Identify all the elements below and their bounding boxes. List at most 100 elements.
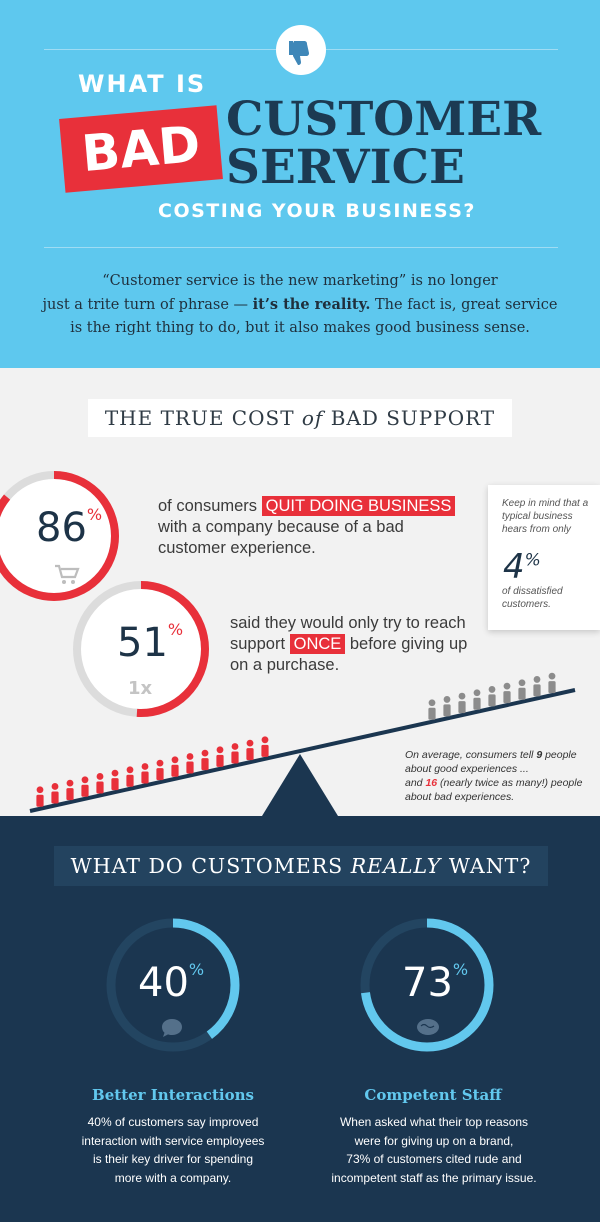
ring-progress xyxy=(106,918,240,1052)
person-head xyxy=(51,783,59,790)
ring-fill xyxy=(77,585,205,713)
person-body xyxy=(36,794,44,807)
title-part: WANT? xyxy=(441,854,532,878)
title-part: THE TRUE COST xyxy=(104,406,302,430)
person-head xyxy=(428,699,436,707)
headline-bad: BAD xyxy=(79,114,203,184)
gray-person-figure xyxy=(473,689,481,710)
stat-73-value: 73% xyxy=(402,960,468,1006)
note-unit: % xyxy=(524,550,541,571)
body-line: incompetent staff as the primary issue. xyxy=(331,1170,537,1185)
person-head xyxy=(443,696,451,703)
red-person-figure xyxy=(231,743,239,764)
header-divider-bottom xyxy=(44,247,558,248)
gray-person-figure xyxy=(443,696,451,717)
intro-paragraph: “Customer service is the new marketing” … xyxy=(30,270,570,340)
person-head xyxy=(36,786,44,794)
card-body-better-interactions: 40% of customers say improved interactio… xyxy=(40,1113,306,1187)
person-body xyxy=(533,684,541,697)
intro-line-2: just a trite turn of phrase — it’s the r… xyxy=(30,293,570,317)
title-part: WHAT DO CUSTOMERS xyxy=(70,854,351,878)
person-head xyxy=(216,746,224,754)
card-heading-better-interactions: Better Interactions xyxy=(92,1086,254,1104)
stat-51-description: said they would only try to reach suppor… xyxy=(230,613,490,676)
person-head xyxy=(171,756,179,764)
person-head xyxy=(518,679,526,687)
desc-line: support ONCE before giving up xyxy=(230,634,490,655)
person-body xyxy=(473,697,481,710)
note-line: On average, consumers tell 9 people abou… xyxy=(405,748,595,776)
person-head xyxy=(156,759,164,767)
person-body xyxy=(548,681,556,694)
red-person-figure xyxy=(261,736,269,757)
gray-person-figure xyxy=(548,672,556,694)
stat-86-value: 86% xyxy=(36,505,102,551)
note-text-bottom: of dissatisfied customers. xyxy=(502,586,563,610)
shopping-cart-icon xyxy=(55,564,80,584)
body-line: 73% of customers cited rude and xyxy=(346,1152,522,1166)
red-person-figure xyxy=(66,779,74,801)
header-divider-right xyxy=(326,49,558,50)
person-body xyxy=(126,774,134,787)
person-head xyxy=(141,763,149,770)
red-person-figure xyxy=(216,746,224,767)
red-person-figure xyxy=(186,753,194,774)
thumbs-down-icon xyxy=(289,41,309,65)
stat-number: 51 xyxy=(117,620,168,666)
stat-unit: % xyxy=(167,620,184,639)
headline-what-is: WHAT IS xyxy=(78,70,207,98)
ring-progress xyxy=(360,918,494,1052)
desc-line: of consumers QUIT DOING BUSINESS xyxy=(158,496,488,517)
desc-line: with a company because of a bad xyxy=(158,518,404,536)
person-head xyxy=(126,766,134,774)
word-of-mouth-note: On average, consumers tell 9 people abou… xyxy=(405,748,595,804)
person-body xyxy=(171,764,179,777)
desc-line: customer experience. xyxy=(158,539,316,557)
person-head xyxy=(503,682,511,690)
red-person-figure xyxy=(111,769,119,791)
want-title: WHAT DO CUSTOMERS REALLY WANT? xyxy=(54,846,548,886)
true-cost-title: THE TRUE COST of BAD SUPPORT xyxy=(88,399,512,437)
gray-people-group xyxy=(428,672,556,720)
person-body xyxy=(216,754,224,767)
red-people-group xyxy=(36,736,269,807)
card-body-competent-staff: When asked what their top reasons were f… xyxy=(304,1113,564,1187)
headline-customer: CUSTOMER xyxy=(226,92,542,147)
want-title-box xyxy=(54,846,548,886)
title-part: REALLY xyxy=(350,854,442,878)
highlight-quit-doing-business: QUIT DOING BUSINESS xyxy=(261,496,456,516)
person-head xyxy=(81,776,89,784)
gray-person-figure xyxy=(458,692,466,714)
note-text: people about good experiences ... xyxy=(405,749,577,775)
body-line: interaction with service employees xyxy=(81,1133,265,1148)
highlight-once: ONCE xyxy=(289,634,346,654)
body-line: When asked what their top reasons xyxy=(339,1115,529,1129)
thumbs-down-badge xyxy=(276,25,326,75)
red-person-figure xyxy=(246,739,254,761)
ring-fill xyxy=(0,475,115,597)
note-value: 4% xyxy=(503,547,541,587)
person-body xyxy=(96,781,104,794)
intro-text: just a trite turn of phrase — xyxy=(42,297,253,313)
body-line: 40% of customers say improved xyxy=(87,1115,259,1129)
note-text-top: Keep in mind that a typical business hea… xyxy=(502,498,589,535)
ring-73-percent xyxy=(360,918,494,1052)
stat-number: 73 xyxy=(402,960,453,1006)
gray-person-figure xyxy=(428,699,436,720)
person-body xyxy=(458,701,466,714)
red-person-figure xyxy=(36,786,44,807)
red-person-figure xyxy=(171,756,179,777)
brain-icon xyxy=(417,1019,439,1035)
body-line: is their key driver for spending xyxy=(92,1152,254,1166)
intro-line-3: is the right thing to do, but it also ma… xyxy=(70,320,530,336)
seesaw-plank xyxy=(29,688,576,813)
person-head xyxy=(186,753,194,760)
ring-progress xyxy=(73,581,209,717)
note-number: 4 xyxy=(503,547,525,587)
desc-text: of consumers xyxy=(158,497,262,515)
note-text: and xyxy=(405,777,426,789)
red-person-figure xyxy=(126,766,134,787)
person-body xyxy=(428,707,436,720)
person-body xyxy=(261,744,269,757)
gray-person-figure xyxy=(518,679,526,700)
